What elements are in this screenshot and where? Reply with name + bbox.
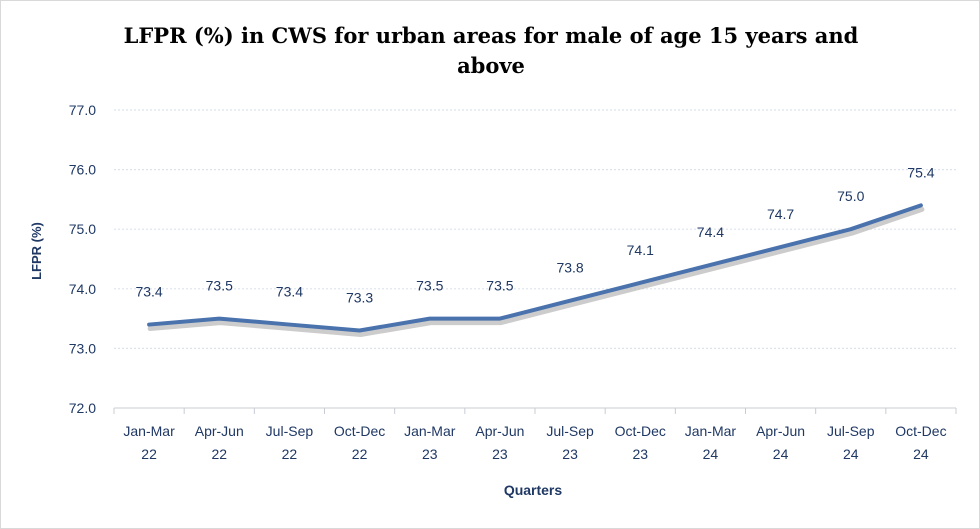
y-tick-label: 75.0: [69, 221, 96, 237]
x-axis-title: Quarters: [504, 482, 563, 498]
x-tick-label-year: 22: [141, 446, 157, 462]
data-label: 73.4: [135, 284, 162, 300]
data-label: 73.5: [206, 278, 233, 294]
chart-title-line-2: above: [457, 53, 525, 78]
x-tick-label-year: 23: [632, 446, 648, 462]
x-tick-label-year: 23: [492, 446, 508, 462]
y-tick-label: 72.0: [69, 400, 96, 416]
series-line: [147, 203, 923, 333]
x-tick-label-year: 22: [352, 446, 368, 462]
x-tick-label: Oct-Dec: [895, 423, 946, 439]
x-tick-label: Oct-Dec: [615, 423, 666, 439]
x-tick-label: Jan-Mar: [123, 423, 175, 439]
data-label: 75.0: [837, 188, 864, 204]
x-tick-label: Apr-Jun: [475, 423, 524, 439]
y-tick-label: 73.0: [69, 340, 96, 356]
x-tick-label: Jan-Mar: [404, 423, 456, 439]
x-tick-label-year: 23: [562, 446, 578, 462]
x-tick-label: Apr-Jun: [756, 423, 805, 439]
data-label: 74.7: [767, 206, 794, 222]
x-tick-label-year: 22: [211, 446, 227, 462]
x-tick-label: Jan-Mar: [685, 423, 737, 439]
x-tick-label: Apr-Jun: [195, 423, 244, 439]
chart-title-line-1: LFPR (%) in CWS for urban areas for male…: [123, 23, 859, 48]
chart-title: LFPR (%) in CWS for urban areas for male…: [1, 21, 979, 81]
x-tick-label: Jul-Sep: [266, 423, 314, 439]
x-tick-label-year: 22: [282, 446, 298, 462]
x-tick-label-year: 23: [422, 446, 438, 462]
y-tick-label: 77.0: [69, 102, 96, 118]
data-label: 74.1: [627, 242, 654, 258]
y-axis-title: LFPR (%): [29, 222, 44, 280]
x-tick-label-year: 24: [843, 446, 859, 462]
data-label: 73.4: [276, 284, 303, 300]
x-tick-label-year: 24: [773, 446, 789, 462]
data-label: 73.8: [556, 260, 583, 276]
y-tick-label: 76.0: [69, 162, 96, 178]
data-label: 75.4: [907, 164, 934, 180]
x-tick-label-year: 24: [703, 446, 719, 462]
x-tick-label: Jul-Sep: [546, 423, 594, 439]
series-line-shadow: [147, 206, 925, 338]
data-label: 73.5: [486, 278, 513, 294]
x-tick-label: Jul-Sep: [827, 423, 875, 439]
data-label: 73.5: [416, 278, 443, 294]
data-label: 74.4: [697, 224, 724, 240]
x-tick-label: Oct-Dec: [334, 423, 385, 439]
y-tick-label: 74.0: [69, 281, 96, 297]
data-label: 73.3: [346, 290, 373, 306]
x-tick-label-year: 24: [913, 446, 929, 462]
